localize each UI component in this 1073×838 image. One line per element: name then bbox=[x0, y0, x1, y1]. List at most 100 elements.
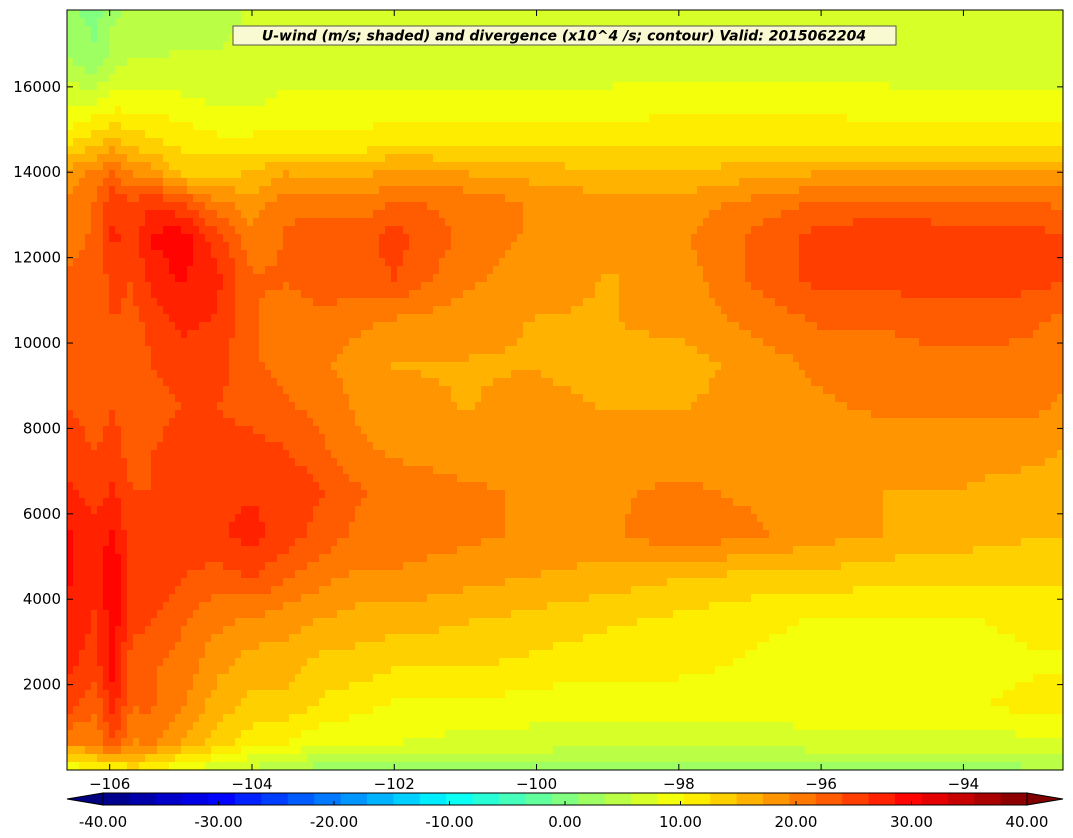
field-cell bbox=[589, 138, 596, 147]
field-cell bbox=[913, 34, 920, 43]
field-cell bbox=[559, 98, 566, 107]
field-cell bbox=[289, 186, 296, 195]
field-cell bbox=[667, 122, 674, 131]
field-cell bbox=[241, 210, 248, 219]
field-cell bbox=[793, 226, 800, 235]
field-cell bbox=[223, 50, 230, 59]
field-cell bbox=[103, 10, 110, 19]
field-cell bbox=[331, 194, 338, 203]
field-cell bbox=[961, 186, 968, 195]
field-cell bbox=[547, 74, 554, 83]
field-cell bbox=[343, 18, 350, 27]
field-cell bbox=[355, 210, 362, 219]
field-cell bbox=[859, 106, 866, 115]
field-cell bbox=[409, 242, 416, 251]
field-cell bbox=[559, 18, 566, 27]
field-cell bbox=[397, 82, 404, 91]
field-cell bbox=[865, 162, 872, 171]
field-cell bbox=[79, 218, 86, 227]
field-cell bbox=[445, 106, 452, 115]
field-cell bbox=[547, 162, 554, 171]
field-cell bbox=[427, 66, 434, 75]
field-cell bbox=[595, 210, 602, 219]
field-cell bbox=[883, 178, 890, 187]
field-cell bbox=[367, 74, 374, 83]
field-cell bbox=[913, 10, 920, 19]
field-cell bbox=[925, 178, 932, 187]
field-cell bbox=[937, 218, 944, 227]
field-cell bbox=[499, 178, 506, 187]
field-cell bbox=[157, 66, 164, 75]
field-cell bbox=[595, 98, 602, 107]
field-cell bbox=[451, 50, 458, 59]
field-cell bbox=[655, 210, 662, 219]
field-cell bbox=[547, 226, 554, 235]
field-cell bbox=[823, 234, 830, 243]
field-cell bbox=[841, 154, 848, 163]
field-cell bbox=[241, 138, 248, 147]
field-cell bbox=[109, 178, 116, 187]
field-cell bbox=[763, 74, 770, 83]
field-cell bbox=[463, 234, 470, 243]
field-cell bbox=[1009, 122, 1016, 131]
field-cell bbox=[265, 106, 272, 115]
field-cell bbox=[667, 66, 674, 75]
field-cell bbox=[301, 210, 308, 219]
field-cell bbox=[697, 138, 704, 147]
field-cell bbox=[169, 162, 176, 171]
field-cell bbox=[175, 146, 182, 155]
field-cell bbox=[163, 186, 170, 195]
field-cell bbox=[199, 154, 206, 163]
field-cell bbox=[385, 162, 392, 171]
field-cell bbox=[463, 170, 470, 179]
field-cell bbox=[571, 10, 578, 19]
field-cell bbox=[811, 146, 818, 155]
field-cell bbox=[529, 130, 536, 139]
field-cell bbox=[679, 122, 686, 131]
field-cell bbox=[967, 90, 974, 99]
field-cell bbox=[379, 114, 386, 123]
field-cell bbox=[727, 186, 734, 195]
field-cell bbox=[925, 194, 932, 203]
field-cell bbox=[409, 18, 416, 27]
field-cell bbox=[379, 186, 386, 195]
field-cell bbox=[463, 178, 470, 187]
field-cell bbox=[733, 58, 740, 67]
field-cell bbox=[907, 82, 914, 91]
field-cell bbox=[715, 242, 722, 251]
field-cell bbox=[739, 122, 746, 131]
field-cell bbox=[943, 130, 950, 139]
field-cell bbox=[1009, 226, 1016, 235]
field-cell bbox=[439, 58, 446, 67]
field-cell bbox=[1045, 26, 1052, 35]
field-cell bbox=[547, 218, 554, 227]
field-cell bbox=[211, 58, 218, 67]
field-cell bbox=[679, 114, 686, 123]
field-cell bbox=[871, 42, 878, 51]
field-cell bbox=[187, 50, 194, 59]
field-cell bbox=[115, 66, 122, 75]
field-cell bbox=[319, 98, 326, 107]
field-cell bbox=[1015, 234, 1022, 243]
field-cell bbox=[85, 194, 92, 203]
field-cell bbox=[847, 210, 854, 219]
field-cell bbox=[361, 82, 368, 91]
field-cell bbox=[1009, 186, 1016, 195]
field-cell bbox=[139, 154, 146, 163]
field-cell bbox=[127, 178, 134, 187]
field-cell bbox=[463, 130, 470, 139]
field-cell bbox=[379, 242, 386, 251]
field-cell bbox=[235, 122, 242, 131]
field-cell bbox=[139, 10, 146, 19]
field-cell bbox=[67, 18, 74, 27]
field-cell bbox=[313, 234, 320, 243]
field-cell bbox=[607, 90, 614, 99]
field-cell bbox=[547, 122, 554, 131]
field-cell bbox=[805, 242, 812, 251]
field-cell bbox=[817, 186, 824, 195]
field-cell bbox=[919, 242, 926, 251]
field-cell bbox=[157, 106, 164, 115]
field-cell bbox=[109, 170, 116, 179]
field-cell bbox=[679, 106, 686, 115]
field-cell bbox=[343, 162, 350, 171]
